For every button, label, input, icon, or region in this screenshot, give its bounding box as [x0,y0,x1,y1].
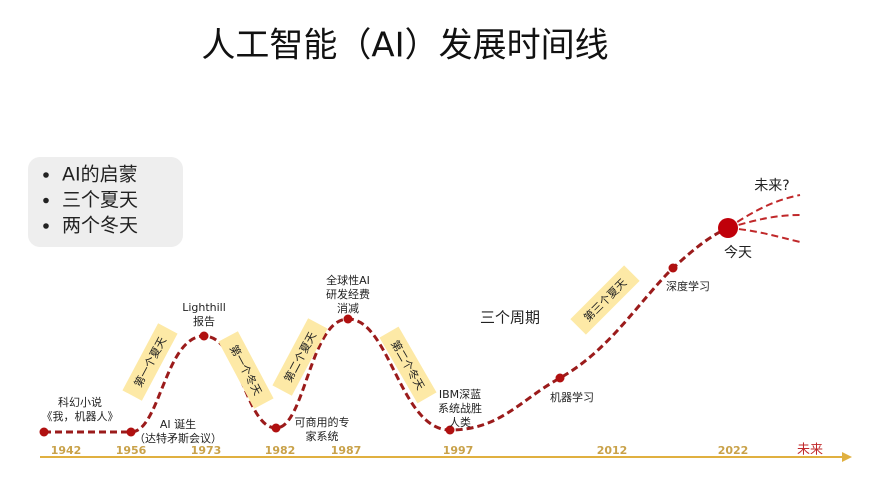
today-label: 今天 [724,245,752,261]
event-dot [668,263,678,273]
season-tag-bg [122,323,178,401]
year-label: 1982 [265,444,296,457]
summary-item: 两个冬天 [62,215,138,237]
event-dot [271,423,281,433]
event-label: 消减 [337,301,359,315]
year-label: 1973 [191,444,222,457]
event-label: 人类 [449,415,471,429]
axis-arrow [842,452,852,462]
season-tag-bg [218,331,274,409]
future-branches [727,194,801,243]
event-label: IBM深蓝 [439,388,481,401]
season-tag-bg [379,326,437,404]
event-dot [126,427,136,437]
event-label: 家系统 [306,429,339,443]
event-label: （达特矛斯会议） [134,431,222,445]
season-tag: 第二个夏天 [272,318,328,396]
year-label: 2012 [597,444,628,457]
bullet-dot [43,223,49,229]
season-tag-bg [272,318,328,396]
today-dot [718,218,738,238]
summary-item: AI的启蒙 [62,164,138,186]
event-dot [445,425,455,435]
event-dot [199,331,209,341]
event-label: 机器学习 [550,390,594,404]
event-dot [39,427,49,437]
future-label: 未来 [797,443,823,458]
timeline-curve [44,226,729,434]
event-label: 深度学习 [666,279,710,293]
event-label: 报告 [193,314,215,328]
event-label: 科幻小说 [58,395,102,409]
year-label: 1956 [116,444,147,457]
event-dot [555,373,565,383]
year-label: 1997 [443,444,474,457]
season-tag-label: 第三个夏天 [581,276,630,325]
cycles-label: 三个周期 [480,309,540,327]
event-label: 《我，机器人》 [42,409,119,423]
event-dot [343,314,353,324]
event-label: 研发经费 [326,287,370,301]
summary-box [28,157,183,247]
event-label: 全球性AI [326,273,370,287]
season-tag: 第二个冬天 [379,326,437,404]
event-label: 可商用的专 [295,415,350,429]
event-label: AI 诞生 [160,417,196,431]
future-question: 未来? [754,178,789,194]
title: 人工智能（AI）发展时间线 [201,26,608,66]
year-label: 2022 [718,444,749,457]
year-label: 1942 [51,444,82,457]
season-tag: 第三个夏天 [570,265,640,335]
event-label: 系统战胜 [438,401,482,415]
bullet-dot [43,197,49,204]
summary-item: 三个夏天 [62,189,138,211]
bullet-dot [43,172,49,178]
season-tag-bg [570,265,640,335]
season-tag: 第一个冬天 [218,331,274,409]
season-tag: 第一个夏天 [122,323,178,401]
year-label: 1987 [331,444,362,457]
event-label: Lighthill [182,301,226,314]
